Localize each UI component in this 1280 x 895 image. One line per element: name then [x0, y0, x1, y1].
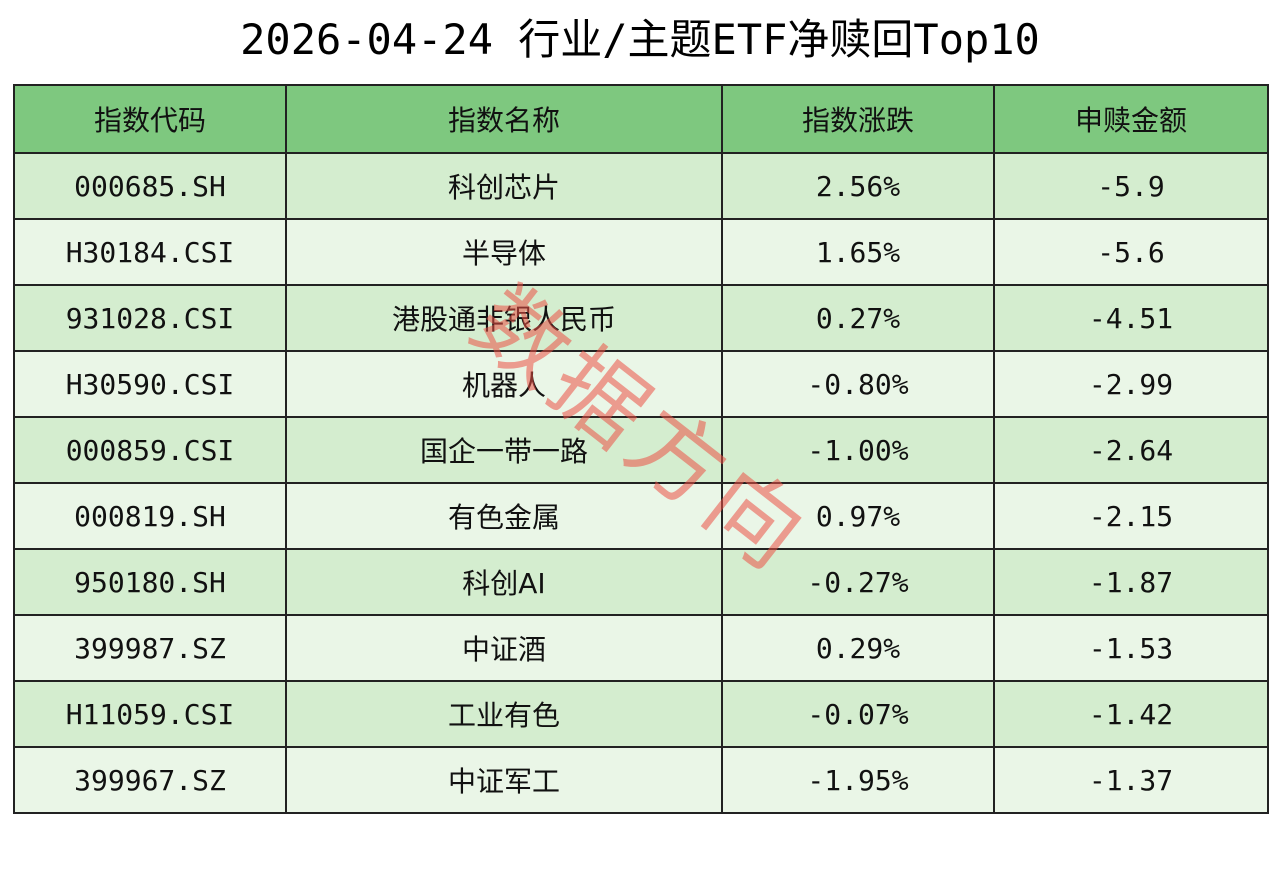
index-name-cell: 中证军工 — [285, 746, 723, 814]
redemption-amount-cell: -1.37 — [993, 746, 1269, 814]
table-row: 000819.SH 有色金属 0.97% -2.15 — [13, 482, 1269, 550]
index-name-cell: 工业有色 — [285, 680, 723, 748]
index-code-cell: 000859.CSI — [13, 416, 287, 484]
redemption-amount-cell: -1.53 — [993, 614, 1269, 682]
index-name-cell: 科创AI — [285, 548, 723, 616]
redemption-amount-cell: -1.42 — [993, 680, 1269, 748]
redemption-amount-cell: -1.87 — [993, 548, 1269, 616]
table-row: H11059.CSI 工业有色 -0.07% -1.42 — [13, 680, 1269, 748]
index-name-cell: 中证酒 — [285, 614, 723, 682]
index-change-cell: -1.95% — [721, 746, 995, 814]
column-header-amount: 申赎金额 — [993, 84, 1269, 154]
redemption-amount-cell: -2.15 — [993, 482, 1269, 550]
table-row: H30590.CSI 机器人 -0.80% -2.99 — [13, 350, 1269, 418]
index-change-cell: 0.97% — [721, 482, 995, 550]
table-row: 950180.SH 科创AI -0.27% -1.87 — [13, 548, 1269, 616]
etf-redemption-table: 指数代码 指数名称 指数涨跌 申赎金额 000685.SH 科创芯片 2.56%… — [13, 84, 1269, 814]
table-row: 399967.SZ 中证军工 -1.95% -1.37 — [13, 746, 1269, 814]
index-code-cell: 399967.SZ — [13, 746, 287, 814]
index-change-cell: -0.07% — [721, 680, 995, 748]
redemption-amount-cell: -2.64 — [993, 416, 1269, 484]
table-header-row: 指数代码 指数名称 指数涨跌 申赎金额 — [13, 84, 1269, 154]
redemption-amount-cell: -5.6 — [993, 218, 1269, 286]
index-code-cell: 000685.SH — [13, 152, 287, 220]
index-change-cell: 0.27% — [721, 284, 995, 352]
index-code-cell: H11059.CSI — [13, 680, 287, 748]
index-code-cell: H30590.CSI — [13, 350, 287, 418]
index-name-cell: 有色金属 — [285, 482, 723, 550]
redemption-amount-cell: -2.99 — [993, 350, 1269, 418]
index-name-cell: 机器人 — [285, 350, 723, 418]
index-change-cell: 2.56% — [721, 152, 995, 220]
table-row: 931028.CSI 港股通非银人民币 0.27% -4.51 — [13, 284, 1269, 352]
column-header-code: 指数代码 — [13, 84, 287, 154]
index-change-cell: -0.80% — [721, 350, 995, 418]
index-code-cell: 399987.SZ — [13, 614, 287, 682]
column-header-name: 指数名称 — [285, 84, 723, 154]
index-name-cell: 科创芯片 — [285, 152, 723, 220]
table-row: 399987.SZ 中证酒 0.29% -1.53 — [13, 614, 1269, 682]
index-name-cell: 国企一带一路 — [285, 416, 723, 484]
index-change-cell: -1.00% — [721, 416, 995, 484]
index-name-cell: 半导体 — [285, 218, 723, 286]
index-name-cell: 港股通非银人民币 — [285, 284, 723, 352]
index-code-cell: 931028.CSI — [13, 284, 287, 352]
index-change-cell: 0.29% — [721, 614, 995, 682]
redemption-amount-cell: -5.9 — [993, 152, 1269, 220]
table-row: H30184.CSI 半导体 1.65% -5.6 — [13, 218, 1269, 286]
index-change-cell: -0.27% — [721, 548, 995, 616]
page-title: 2026-04-24 行业/主题ETF净赎回Top10 — [240, 15, 1040, 64]
index-code-cell: 000819.SH — [13, 482, 287, 550]
table-row: 000859.CSI 国企一带一路 -1.00% -2.64 — [13, 416, 1269, 484]
redemption-amount-cell: -4.51 — [993, 284, 1269, 352]
table-row: 000685.SH 科创芯片 2.56% -5.9 — [13, 152, 1269, 220]
index-code-cell: 950180.SH — [13, 548, 287, 616]
index-change-cell: 1.65% — [721, 218, 995, 286]
index-code-cell: H30184.CSI — [13, 218, 287, 286]
column-header-change: 指数涨跌 — [721, 84, 995, 154]
